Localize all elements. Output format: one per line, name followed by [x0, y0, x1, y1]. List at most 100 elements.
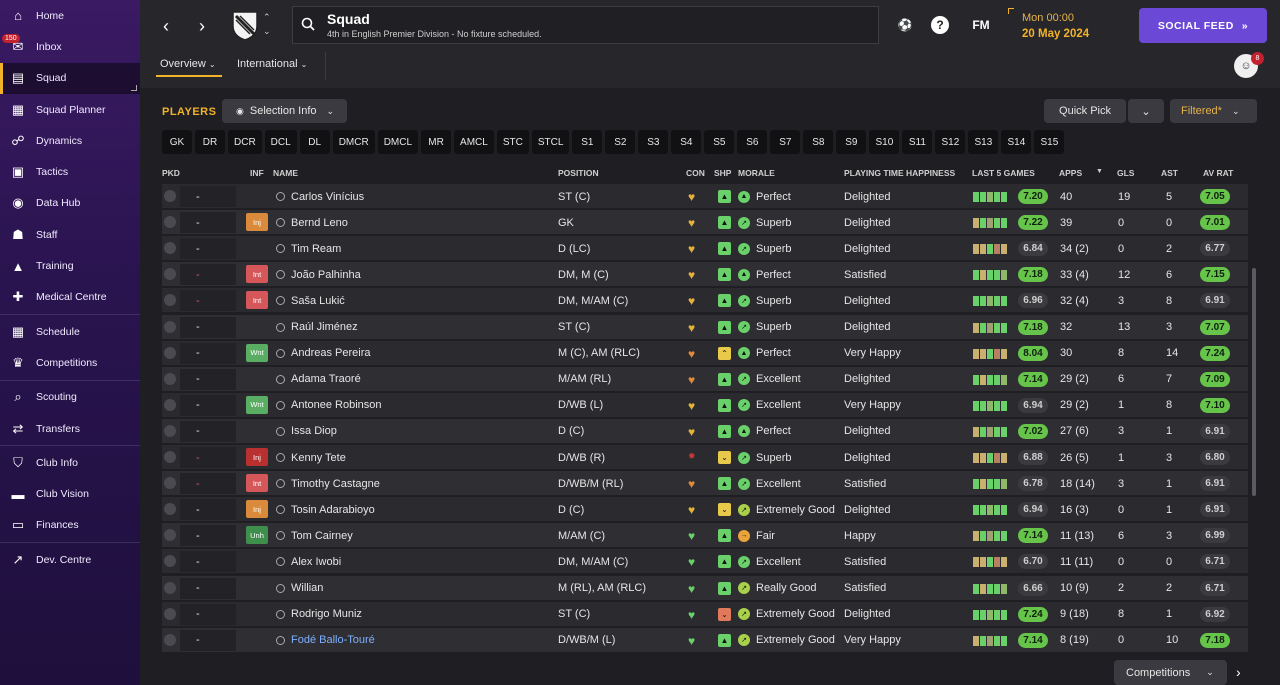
club-switch-arrows-icon[interactable]: ⌃ ⌄ — [263, 12, 271, 36]
player-name-cell[interactable]: Kenny Tete — [276, 445, 346, 470]
player-name-cell[interactable]: Tosin Adarabioyo — [276, 497, 375, 522]
selection-dropdown[interactable]: - — [180, 264, 236, 286]
pick-toggle-icon[interactable] — [164, 346, 176, 359]
player-name-cell[interactable]: Saša Lukić — [276, 288, 345, 313]
table-row[interactable]: - Inj Tosin Adarabioyo D (C) ♥ ⌄ ↗ Extremely Go… — [162, 497, 1248, 523]
pick-toggle-icon[interactable] — [164, 216, 176, 229]
sort-desc-icon[interactable]: ▼ — [1096, 168, 1103, 175]
forward-arrow-icon[interactable]: › — [199, 15, 205, 36]
selection-dropdown[interactable]: - — [180, 447, 236, 468]
selection-info-button[interactable]: ◉ Selection Info ⌄ — [222, 99, 347, 123]
player-name-cell[interactable]: Andreas Pereira — [276, 341, 371, 366]
pick-toggle-icon[interactable] — [164, 190, 176, 202]
club-crest-icon[interactable] — [228, 8, 262, 42]
sidebar-item-competitions[interactable]: ♛ Competitions — [0, 347, 140, 378]
player-name-cell[interactable]: João Palhinha — [276, 262, 361, 287]
col-inf[interactable]: INF — [250, 168, 264, 178]
selection-dropdown[interactable]: - — [180, 238, 236, 260]
fm-logo-icon[interactable]: FM — [972, 18, 990, 32]
position-filter-s1[interactable]: S1 — [572, 130, 603, 154]
info-badge[interactable]: Inj — [246, 448, 268, 466]
sidebar-item-squad[interactable]: ▤ Squad — [0, 62, 140, 94]
football-icon[interactable]: ⚽ — [897, 18, 913, 32]
selection-dropdown[interactable]: - — [180, 290, 236, 312]
table-row[interactable]: - Int Saša Lukić DM, M/AM (C) ♥ ▲ ↗ Superb Delig… — [162, 288, 1248, 314]
selection-dropdown[interactable]: - — [180, 394, 236, 416]
date-display[interactable]: Mon 00:00 20 May 2024 — [1008, 8, 1128, 44]
player-name-cell[interactable]: Rodrigo Muniz — [276, 602, 362, 627]
position-filter-stcl[interactable]: STCL — [531, 130, 570, 154]
col-avrat[interactable]: AV RAT — [1203, 168, 1234, 178]
col-position[interactable]: POSITION — [558, 168, 599, 178]
pick-toggle-icon[interactable] — [164, 372, 176, 385]
selection-dropdown[interactable]: - — [180, 420, 236, 442]
col-shp[interactable]: SHP — [714, 168, 732, 178]
table-row[interactable]: - Tim Ream D (LC) ♥ ▲ ↗ Superb Delighted 6.84 34 … — [162, 236, 1248, 262]
position-filter-s2[interactable]: S2 — [605, 130, 636, 154]
page-title-box[interactable]: Squad 4th in English Premier Division - … — [292, 6, 879, 44]
col-apps[interactable]: APPS — [1059, 168, 1083, 178]
chevron-right-icon[interactable]: › — [1236, 664, 1241, 680]
pick-toggle-icon[interactable] — [164, 503, 176, 516]
col-last5[interactable]: LAST 5 GAMES — [972, 168, 1035, 178]
table-row[interactable]: - Inj Bernd Leno GK ♥ ▲ ↗ Superb Delighted 7.22 39… — [162, 210, 1248, 236]
selection-dropdown[interactable]: - — [180, 368, 236, 390]
table-row[interactable]: - Wnt Andreas Pereira M (C), AM (RLC) ♥ ⌃ ▲ Per… — [162, 340, 1248, 366]
position-filter-s10[interactable]: S10 — [869, 130, 900, 154]
sidebar-item-schedule[interactable]: ▦ Schedule — [0, 316, 140, 347]
player-name-cell[interactable]: Tim Ream — [276, 236, 341, 261]
selection-dropdown[interactable]: - — [180, 342, 236, 364]
position-filter-s3[interactable]: S3 — [638, 130, 669, 154]
pick-toggle-icon[interactable] — [164, 477, 176, 490]
sidebar-item-dynamics[interactable]: ☍ Dynamics — [0, 125, 140, 156]
position-filter-s7[interactable]: S7 — [770, 130, 801, 154]
table-row[interactable]: - Willian M (RL), AM (RLC) ♥ ▲ ↗ Really Good Sa… — [162, 575, 1248, 601]
quick-pick-button[interactable]: Quick Pick — [1044, 99, 1126, 123]
pick-toggle-icon[interactable] — [164, 451, 176, 463]
position-filter-dmcr[interactable]: DMCR — [332, 130, 375, 154]
position-filter-gk[interactable]: GK — [162, 130, 192, 154]
table-row[interactable]: - Unh Tom Cairney M/AM (C) ♥ ▲ → Fair Happy 7.14 1… — [162, 523, 1248, 549]
col-morale[interactable]: MORALE — [738, 168, 775, 178]
sidebar-item-transfers[interactable]: ⇄ Transfers — [0, 413, 140, 444]
player-name-cell[interactable]: Alex Iwobi — [276, 549, 341, 574]
col-ast[interactable]: AST — [1161, 168, 1178, 178]
position-filter-mr[interactable]: MR — [421, 130, 452, 154]
info-badge[interactable]: Inj — [246, 500, 268, 519]
pick-toggle-icon[interactable] — [164, 398, 176, 411]
selection-dropdown[interactable]: - — [180, 629, 236, 651]
selection-dropdown[interactable]: - — [180, 525, 236, 547]
position-filter-s14[interactable]: S14 — [1001, 130, 1032, 154]
pick-toggle-icon[interactable] — [164, 320, 176, 333]
quick-pick-dropdown[interactable]: ⌄ — [1128, 99, 1164, 123]
info-badge[interactable]: Wnt — [246, 395, 268, 414]
position-filter-dmcl[interactable]: DMCL — [377, 130, 419, 154]
position-filter-s15[interactable]: S15 — [1034, 130, 1065, 154]
position-filter-s12[interactable]: S12 — [935, 130, 966, 154]
tab-overview[interactable]: Overview ⌄ — [156, 58, 222, 77]
table-row[interactable]: - Adama Traoré M/AM (RL) ♥ ▲ ↗ Excellent Deligh… — [162, 366, 1248, 392]
table-row[interactable]: - Fodé Ballo-Touré D/WB/M (L) ♥ ▲ ↗ Extremely … — [162, 627, 1248, 653]
tab-international[interactable]: International ⌄ — [237, 58, 307, 70]
back-arrow-icon[interactable]: ‹ — [163, 15, 169, 36]
position-filter-s13[interactable]: S13 — [968, 130, 999, 154]
position-filter-s4[interactable]: S4 — [671, 130, 702, 154]
position-filter-s6[interactable]: S6 — [737, 130, 768, 154]
sidebar-item-finances[interactable]: ▭ Finances — [0, 510, 140, 541]
col-con[interactable]: CON — [686, 168, 705, 178]
info-badge[interactable]: Int — [246, 291, 268, 310]
selection-dropdown[interactable]: - — [180, 473, 236, 495]
pick-toggle-icon[interactable] — [164, 294, 176, 307]
position-filter-s5[interactable]: S5 — [704, 130, 735, 154]
selection-dropdown[interactable]: - — [180, 577, 236, 599]
position-filter-stc[interactable]: STC — [496, 130, 529, 154]
pick-toggle-icon[interactable] — [164, 581, 176, 594]
pick-toggle-icon[interactable] — [164, 268, 176, 281]
table-row[interactable]: - Wnt Antonee Robinson D/WB (L) ♥ ▲ ↗ Excellent… — [162, 392, 1248, 418]
pick-toggle-icon[interactable] — [164, 555, 176, 568]
sidebar-item-club-info[interactable]: ⛉ Club Info — [0, 447, 140, 478]
sidebar-item-tactics[interactable]: ▣ Tactics — [0, 156, 140, 187]
table-row[interactable]: - Int Timothy Castagne D/WB/M (RL) ♥ ▲ ↗ Excell… — [162, 471, 1248, 497]
sidebar-item-training[interactable]: ▲ Training — [0, 250, 140, 281]
sidebar-item-dev-centre[interactable]: ↗ Dev. Centre — [0, 544, 140, 575]
